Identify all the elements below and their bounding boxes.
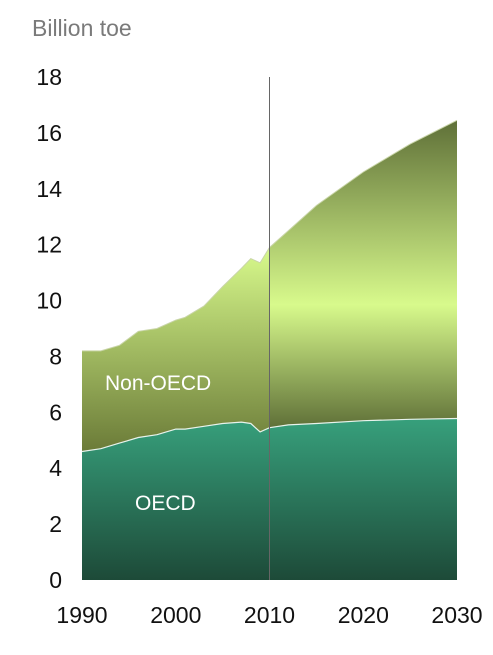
x-tick-label: 2000	[150, 602, 201, 628]
y-tick-label: 12	[36, 232, 62, 258]
area-non-oecd-historical	[82, 247, 270, 452]
y-tick-label: 8	[49, 343, 62, 369]
series-edges	[81, 119, 458, 453]
y-tick-label: 6	[49, 399, 62, 425]
y-axis-ticks: 0 2 4 6 8 10 12 14 16 18	[36, 64, 62, 593]
edge-oecd	[81, 417, 458, 453]
y-tick-label: 10	[36, 288, 62, 314]
y-tick-label: 0	[49, 567, 62, 593]
y-tick-label: 14	[36, 176, 62, 202]
series-label-oecd: OECD	[135, 492, 196, 515]
x-tick-label: 2020	[338, 602, 389, 628]
y-tick-label: 16	[36, 120, 62, 146]
x-tick-label: 2010	[244, 602, 295, 628]
x-tick-label: 2030	[431, 602, 482, 628]
y-axis-label: Billion toe	[32, 15, 132, 41]
y-tick-label: 18	[36, 64, 62, 90]
x-tick-label: 1990	[56, 602, 107, 628]
series-label-non-oecd: Non-OECD	[105, 372, 211, 395]
x-axis-ticks: 1990 2000 2010 2020 2030	[56, 602, 482, 628]
y-tick-label: 4	[49, 455, 62, 481]
edge-total	[82, 119, 458, 352]
area-non-oecd-projection	[269, 120, 457, 428]
y-tick-label: 2	[49, 511, 62, 537]
